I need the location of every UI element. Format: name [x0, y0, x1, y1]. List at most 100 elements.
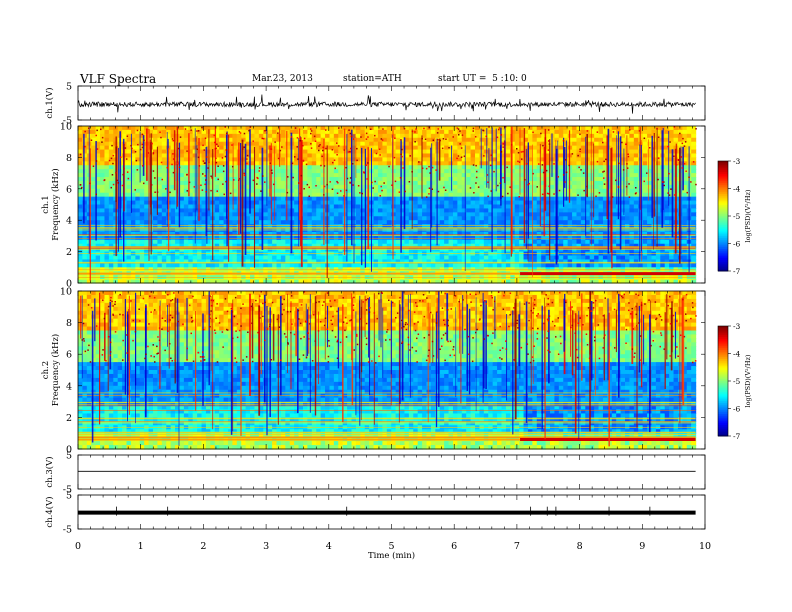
spectrogram-cell: [95, 153, 101, 158]
spectrogram-cell: [104, 149, 110, 155]
spectrogram-cell: [294, 165, 300, 170]
spectrogram-cell: [576, 251, 582, 257]
spectrogram-cell: [452, 129, 458, 135]
spectrogram-cell: [536, 173, 542, 178]
spectrogram-cell: [170, 149, 176, 155]
spectrogram-cell: [338, 133, 344, 139]
spectrogram-cell: [329, 220, 335, 225]
spectrogram-cell: [139, 247, 145, 253]
spectrogram-cell: [223, 126, 229, 131]
spectrogram-cell: [254, 184, 260, 190]
spectrogram-cell: [607, 153, 613, 158]
spectrogram-cell: [594, 169, 600, 174]
spectrogram-cell: [205, 239, 211, 245]
spectrogram-cell: [104, 263, 110, 268]
spectrogram-cell: [82, 208, 88, 213]
spectrogram-cell: [104, 216, 110, 221]
spectrogram-cell: [439, 173, 445, 178]
spectrogram-cell: [536, 177, 542, 182]
spectrogram-cell: [250, 188, 256, 194]
spectrogram-cell: [448, 145, 454, 151]
spectrogram-cell: [510, 216, 516, 221]
spectrogram-cell: [572, 165, 578, 170]
spectrogram-cell: [611, 133, 617, 139]
spectrogram-cell: [470, 157, 476, 162]
spectrogram-cell: [386, 145, 392, 151]
spectrogram-cell: [227, 129, 233, 135]
spectrogram-cell: [117, 251, 123, 257]
spectrogram-cell: [338, 126, 344, 131]
spectrogram-cell: [241, 255, 247, 261]
spectrogram-cell: [232, 133, 238, 139]
spectrogram-cell: [448, 177, 454, 182]
spectrogram-cell: [616, 239, 622, 245]
spectrogram-cell: [126, 153, 132, 158]
spectrogram-cell: [514, 141, 520, 147]
spectrogram-cell: [514, 224, 520, 229]
spectrogram-cell: [572, 153, 578, 158]
spectrogram-cell: [497, 177, 503, 182]
spectrogram-cell: [333, 157, 339, 162]
spectrogram-cell: [333, 196, 339, 202]
spectrogram-cell: [457, 259, 463, 264]
spectrogram-cell: [444, 180, 450, 186]
spectrogram-cell: [263, 251, 269, 257]
spectrogram-cell: [302, 216, 308, 221]
spectrogram-cell: [448, 208, 454, 213]
spectrogram-cell: [205, 224, 211, 229]
spectrogram-cell: [611, 247, 617, 253]
spectrogram-cell: [122, 279, 128, 284]
spectrogram-cell: [408, 220, 414, 225]
spectrogram-cell: [391, 259, 397, 264]
spectrogram-cell: [461, 161, 467, 166]
spectrogram-cell: [527, 141, 533, 147]
spectrogram-cell: [382, 259, 388, 264]
spectrogram-cell: [550, 279, 556, 284]
spectrogram-cell: [267, 220, 273, 225]
spectrogram-cell: [302, 247, 308, 253]
spectrogram-cell: [550, 126, 556, 131]
spectrogram-cell: [426, 137, 432, 143]
spectrogram-cell: [413, 200, 419, 206]
spectrogram-cell: [201, 255, 207, 261]
spectrogram-cell: [492, 177, 498, 182]
spectrogram-cell: [108, 126, 114, 131]
spectrogram-cell: [294, 192, 300, 198]
spectrogram-cell: [413, 141, 419, 147]
spectrogram-cell: [492, 255, 498, 261]
spectrogram-cell: [594, 133, 600, 139]
spectrogram-cell: [148, 259, 154, 264]
spectrogram-cell: [602, 145, 608, 151]
spectrogram-cell: [435, 243, 441, 249]
spectrogram-cell: [135, 204, 141, 210]
spectrogram-cell: [201, 145, 207, 151]
spectrogram-cell: [223, 259, 229, 264]
spectrogram-cell: [214, 263, 220, 268]
spectrogram-cell: [532, 247, 538, 253]
spectrogram-cell: [501, 129, 507, 135]
spectrogram-cell: [391, 173, 397, 178]
spectrogram-cell: [179, 239, 185, 245]
spectrogram-cell: [382, 216, 388, 221]
spectrogram-cell: [598, 180, 604, 186]
spectrogram-cell: [161, 126, 167, 131]
spectrogram-cell: [576, 224, 582, 229]
spectrogram-cell: [241, 239, 247, 245]
spectrogram-cell: [254, 196, 260, 202]
spectrogram-cell: [311, 204, 317, 210]
spectrogram-cell: [497, 212, 503, 217]
spectrogram-cell: [170, 220, 176, 225]
spectrogram-cell: [258, 153, 264, 158]
spectrogram-cell: [179, 212, 185, 217]
spectrogram-cell: [488, 220, 494, 225]
spectrogram-cell: [452, 200, 458, 206]
spectrogram-cell: [466, 251, 472, 257]
spectrogram-cell: [505, 243, 511, 249]
spectrogram-cell: [311, 251, 317, 257]
spectrogram-cell: [139, 212, 145, 217]
spectrogram-cell: [258, 157, 264, 162]
spectrogram-cell: [391, 243, 397, 249]
spectrogram-cell: [197, 220, 203, 225]
spectrogram-cell: [514, 255, 520, 261]
spectrogram-cell: [527, 157, 533, 162]
